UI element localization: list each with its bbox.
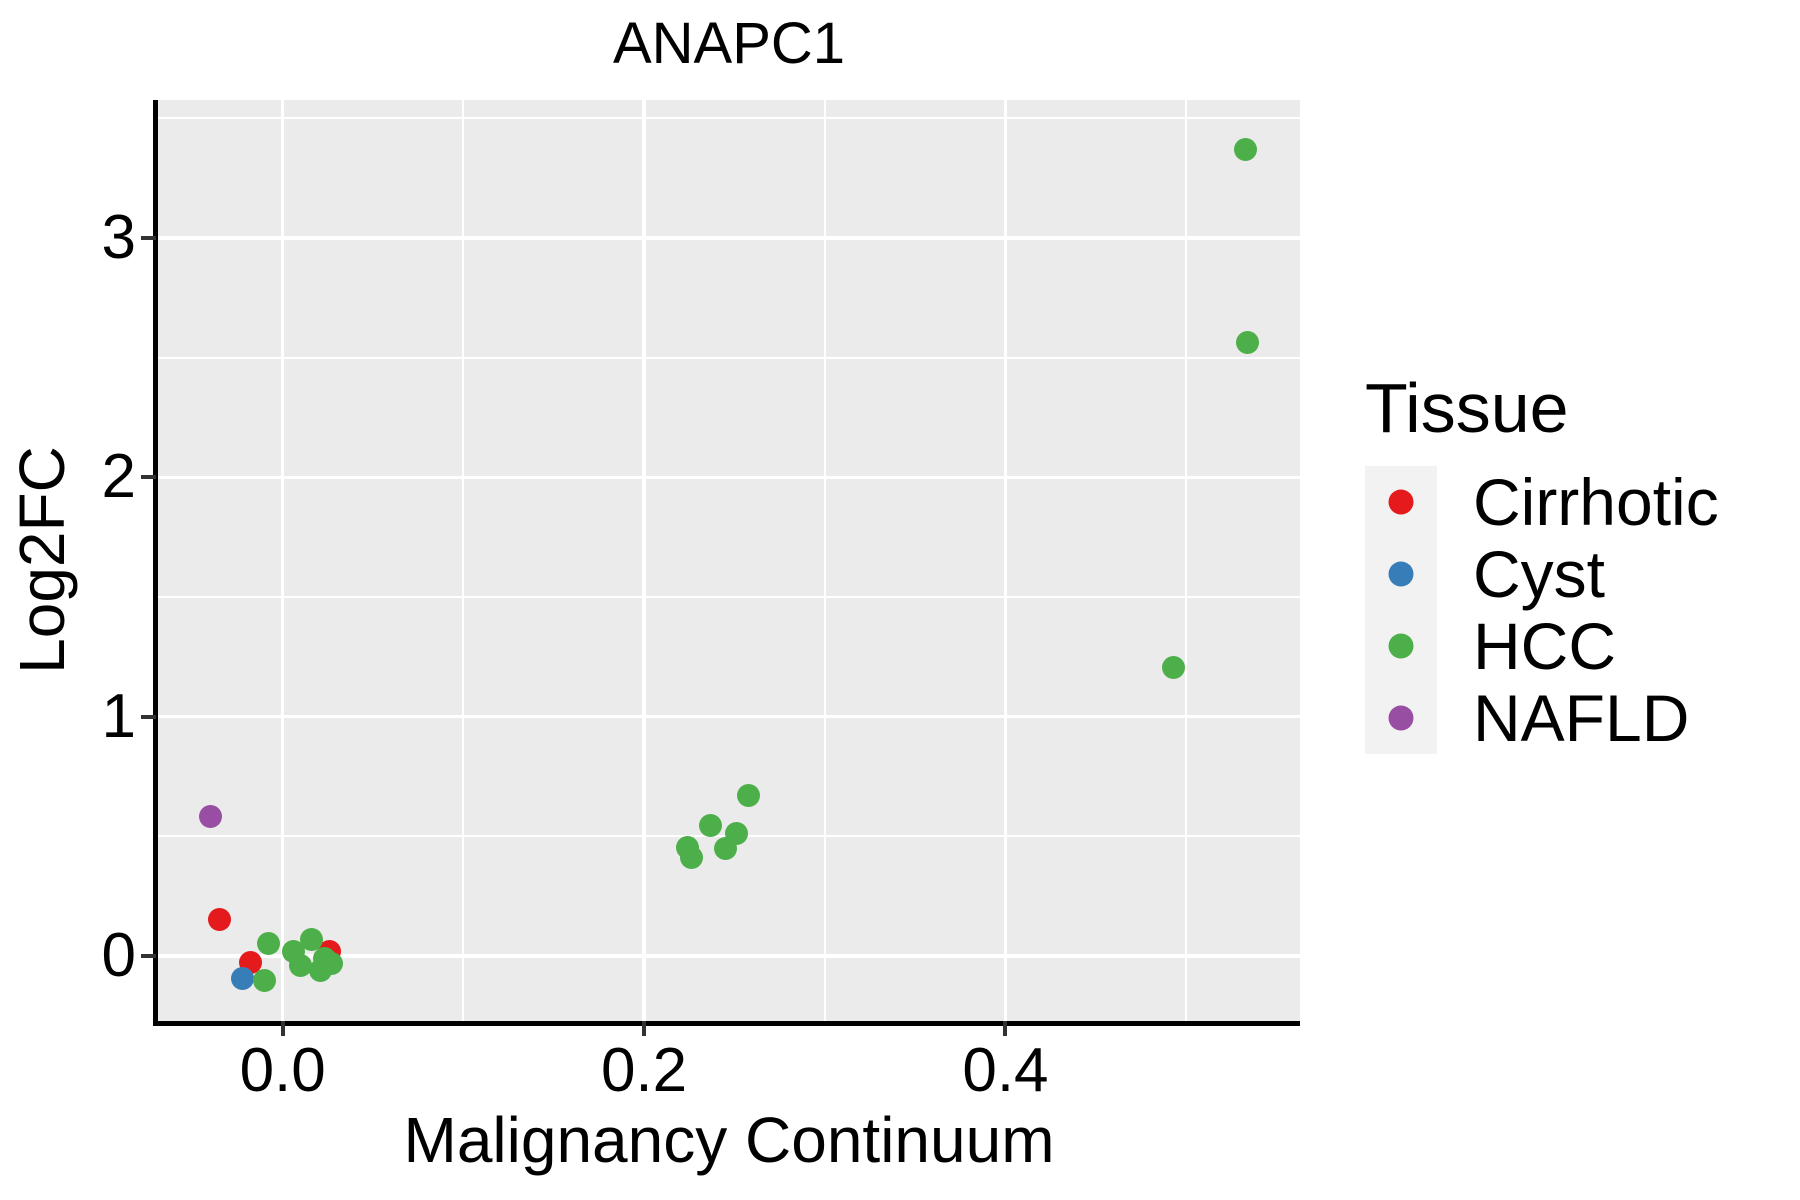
data-point-hcc <box>256 931 280 955</box>
y-tick-mark-1 <box>141 714 156 719</box>
x-tick-mark-0.4 <box>1003 1021 1008 1036</box>
major-gridline-y-3 <box>158 236 1300 240</box>
data-point-hcc <box>1162 655 1185 679</box>
data-point-hcc <box>1236 330 1260 354</box>
x-tick-mark-0.0 <box>280 1021 285 1036</box>
legend-item-cyst: Cyst <box>1365 537 1719 611</box>
legend-label-hcc: HCC <box>1473 609 1616 683</box>
y-tick-mark-2 <box>141 475 156 480</box>
major-gridline-x-0.4 <box>1003 100 1008 1021</box>
legend-dot-hcc <box>1388 633 1414 659</box>
y-tick-label-3: 3 <box>101 203 136 273</box>
legend-dot-cirrhotic <box>1388 489 1414 515</box>
y-axis-line <box>153 100 158 1026</box>
legend-label-cyst: Cyst <box>1473 537 1605 611</box>
major-gridline-x-0 <box>280 100 285 1021</box>
major-gridline-y-2 <box>158 475 1300 480</box>
data-point-hcc <box>309 958 333 982</box>
y-tick-label-2: 2 <box>101 442 136 512</box>
major-gridline-y-1 <box>158 714 1300 719</box>
major-gridline-y-0 <box>158 954 1300 958</box>
legend-dot-cyst <box>1388 561 1414 587</box>
legend-label-cirrhotic: Cirrhotic <box>1473 465 1719 539</box>
legend-dot-nafld <box>1388 705 1414 731</box>
x-tick-label-0.0: 0.0 <box>239 1036 326 1105</box>
data-point-hcc <box>300 928 324 952</box>
data-point-hcc <box>713 836 737 860</box>
x-axis-line <box>153 1021 1300 1026</box>
data-point-hcc <box>1234 137 1258 161</box>
x-tick-label-0.4: 0.4 <box>962 1036 1049 1105</box>
minor-gridline-x-0.5 <box>1185 100 1188 1021</box>
data-point-hcc <box>737 784 761 808</box>
legend-item-cirrhotic: Cirrhotic <box>1365 465 1719 539</box>
data-point-hcc <box>679 846 703 870</box>
y-tick-label-0: 0 <box>101 920 136 990</box>
minor-gridline-y-3.5 <box>158 117 1300 120</box>
x-tick-mark-0.2 <box>642 1021 647 1036</box>
y-tick-mark-0 <box>141 953 156 958</box>
legend: Tissue Cirrhotic Cyst HCC NAFLD <box>1365 368 1719 755</box>
plot-panel <box>158 100 1300 1021</box>
legend-key-hcc <box>1365 610 1437 682</box>
x-tick-label-0.2: 0.2 <box>600 1036 688 1105</box>
data-point-hcc <box>699 813 723 837</box>
major-gridline-x-0.2 <box>642 100 646 1021</box>
data-point-hcc <box>253 969 277 993</box>
legend-item-hcc: HCC <box>1365 609 1719 683</box>
legend-key-cyst <box>1365 538 1437 610</box>
minor-gridline-x-0.1 <box>462 100 465 1021</box>
minor-gridline-y-1.5 <box>158 595 1300 598</box>
y-tick-label-1: 1 <box>101 681 136 751</box>
y-tick-mark-3 <box>141 236 156 241</box>
minor-gridline-x-0.3 <box>823 100 826 1021</box>
legend-item-nafld: NAFLD <box>1365 681 1719 755</box>
legend-key-cirrhotic <box>1365 466 1437 538</box>
data-point-nafld <box>198 805 222 829</box>
data-point-cirrhotic <box>207 907 231 931</box>
data-point-cyst <box>231 967 255 991</box>
legend-title: Tissue <box>1365 369 1569 447</box>
legend-items: Cirrhotic Cyst HCC NAFLD <box>1365 465 1719 755</box>
x-axis-title: Malignancy Continuum <box>403 1104 1055 1176</box>
legend-label-nafld: NAFLD <box>1473 681 1690 755</box>
legend-key-nafld <box>1365 682 1437 754</box>
minor-gridline-y-2.5 <box>158 356 1300 359</box>
plot-title: ANAPC1 <box>612 11 846 76</box>
data-point-hcc <box>289 953 313 977</box>
